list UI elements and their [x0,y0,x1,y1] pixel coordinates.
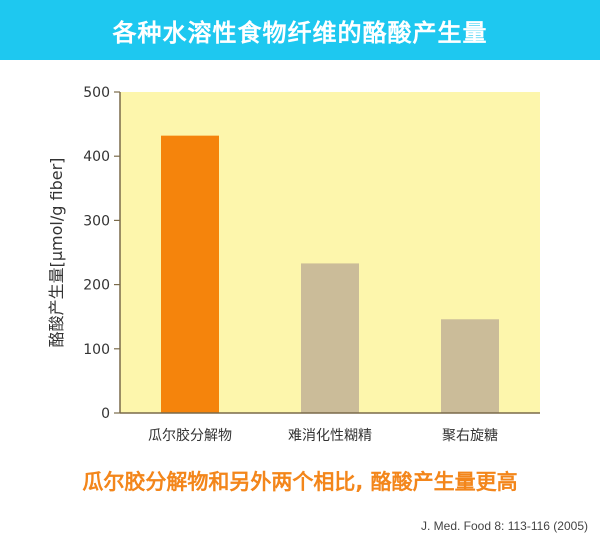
bars [161,135,499,413]
y-axis-title: 酪酸产生量[μmol/g fiber] [47,158,66,348]
y-tick-label: 100 [83,342,110,358]
citation-text: J. Med. Food 8: 113-116 (2005) [421,519,588,533]
conclusion-text: 瓜尔胶分解物和另外两个相比, 酪酸产生量更高 [82,470,518,494]
header-banner: 各种水溶性食物纤维的酪酸产生量 [0,0,600,60]
chart-container: 0 100 200 300 400 500 瓜尔胶分解物 难消化性糊精 聚右旋糖 酪酸产生量[… [0,60,600,460]
x-tick-label: 难消化性糊精 [288,428,372,444]
bar-2 [301,263,359,413]
page-title: 各种水溶性食物纤维的酪酸产生量 [112,18,488,47]
y-tick-label: 500 [83,85,110,101]
bar-3 [441,319,499,413]
bar-1 [161,135,219,413]
y-axis-ticks: 0 100 200 300 400 500 [83,85,120,422]
y-tick-label: 0 [101,406,110,422]
y-tick-label: 400 [83,149,110,165]
x-axis-labels: 瓜尔胶分解物 难消化性糊精 聚右旋糖 [148,427,498,444]
bar-chart: 0 100 200 300 400 500 瓜尔胶分解物 难消化性糊精 聚右旋糖 酪酸产生量[… [47,85,540,444]
y-tick-label: 300 [83,213,110,229]
x-tick-label: 聚右旋糖 [442,428,498,444]
x-tick-label: 瓜尔胶分解物 [148,427,232,444]
y-tick-label: 200 [83,278,110,294]
